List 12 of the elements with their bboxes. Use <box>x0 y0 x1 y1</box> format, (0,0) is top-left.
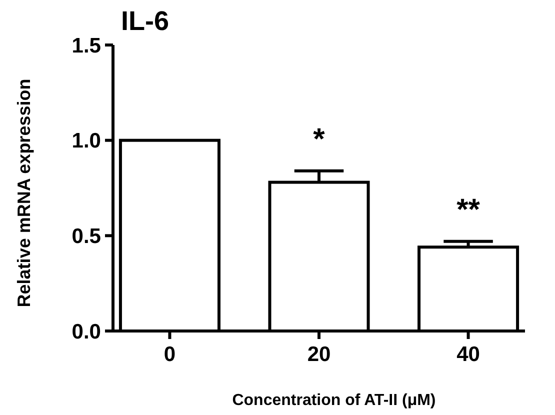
x-tick-label: 0 <box>164 343 176 366</box>
annotation: ** <box>456 193 480 226</box>
y-tick-label: 0.0 <box>72 320 101 344</box>
y-tick-label: 1.0 <box>72 130 101 153</box>
x-tick-label: 20 <box>307 343 331 366</box>
x-tick-label: 40 <box>456 343 480 366</box>
y-tick-label: 1.5 <box>72 34 102 58</box>
x-axis-title: Concentration of AT-II (μM) <box>232 392 436 409</box>
y-tick-label: 0.5 <box>72 225 102 248</box>
chart-title: IL-6 <box>121 6 170 36</box>
annotation: * <box>313 122 326 156</box>
y-axis-title: Relative mRNA expression <box>14 78 34 308</box>
